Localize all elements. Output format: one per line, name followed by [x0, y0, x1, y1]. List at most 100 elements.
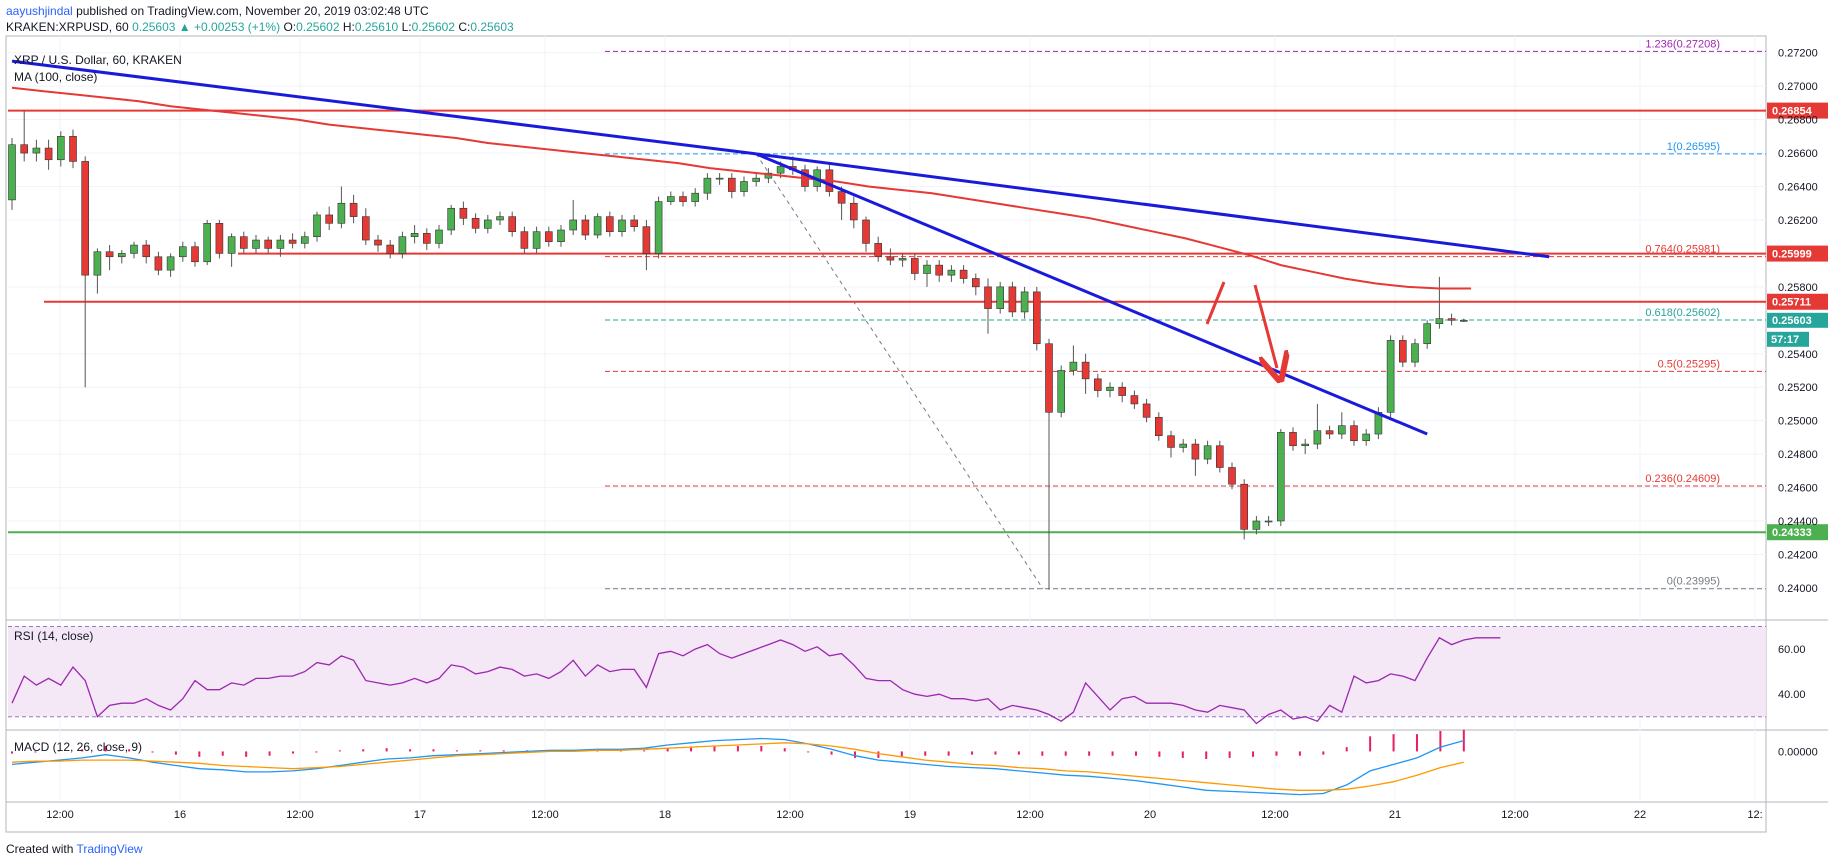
level-price-tag [1767, 293, 1828, 310]
time-tick-label: 19 [904, 809, 916, 821]
candle-body [544, 231, 553, 243]
candle-body [996, 286, 1005, 309]
macd-histogram-bar [1111, 751, 1114, 756]
fib-level-label: 0.5(0.25295) [1658, 358, 1720, 370]
macd-histogram-bar [690, 747, 693, 752]
close-value: 0.25603 [470, 20, 514, 34]
macd-histogram-bar [1017, 751, 1020, 755]
candle-body [1301, 443, 1309, 447]
candle-body [447, 207, 456, 231]
candle-body [56, 136, 65, 161]
price-tick-label: 0.25400 [1778, 349, 1818, 361]
countdown-label: 57:17 [1771, 334, 1799, 346]
macd-histogram-bar [643, 750, 646, 752]
time-tick-label: 12:00 [1016, 809, 1044, 821]
ma100-line [11, 86, 1472, 290]
signal-line [11, 742, 1464, 791]
trend-line [755, 152, 1428, 436]
candle-body [593, 216, 602, 236]
candle-body [1155, 417, 1163, 437]
candle-body [227, 236, 236, 254]
candle-body [569, 219, 578, 231]
macd-histogram-bar [174, 751, 177, 755]
candle-body [703, 177, 712, 194]
candle-body [837, 191, 846, 204]
macd-histogram-bar [666, 748, 669, 752]
candle-body [910, 258, 919, 274]
candle-body [410, 233, 419, 237]
candle-body [471, 217, 480, 229]
candle-body [947, 269, 956, 276]
candle-body [862, 219, 870, 244]
macd-histogram-bar [1064, 751, 1067, 756]
macd-histogram-bar [1134, 751, 1137, 756]
candle-body [642, 226, 651, 254]
candle-body [898, 258, 907, 261]
tradingview-logo-link[interactable]: TradingView [76, 842, 143, 856]
price-tick-label: 0.25200 [1778, 382, 1818, 394]
fib-level-label: 0.618(0.25602) [1645, 307, 1720, 319]
candle-body [8, 144, 16, 201]
macd-histogram-bar [151, 751, 154, 753]
macd-histogram-bar [947, 751, 950, 756]
candle-body [1313, 430, 1322, 445]
low-label: L: [401, 20, 412, 34]
candle-body [581, 219, 590, 236]
price-tick-label: 0.26600 [1778, 148, 1818, 160]
candle-body [666, 196, 675, 202]
candle-body [1094, 378, 1102, 391]
candle-body [20, 144, 29, 154]
macd-histogram-bar [1298, 751, 1301, 756]
candle-body [1130, 395, 1139, 405]
macd-histogram-bar [409, 749, 412, 752]
macd-histogram-bar [900, 751, 903, 757]
rsi-band [8, 626, 1766, 717]
macd-histogram-bar [57, 750, 60, 752]
candle-body [1277, 432, 1285, 522]
low-value: 0.25602 [411, 20, 455, 34]
macd-histogram-bar [1252, 751, 1255, 757]
macd-histogram-bar [853, 751, 856, 758]
candle-body [1240, 483, 1248, 530]
candle-body [1203, 445, 1212, 460]
candle-body [1386, 340, 1395, 413]
candle-body [874, 243, 883, 258]
candle-body [1350, 425, 1358, 442]
ticker-change: +0.00253 (+1%) [194, 20, 281, 34]
macd-histogram-bar [994, 751, 997, 755]
candle-body [1325, 430, 1334, 435]
time-tick-label: 12:00 [531, 809, 559, 821]
price-tick-label: 0.25000 [1778, 416, 1818, 428]
candle-body [203, 223, 211, 263]
candle-body [276, 239, 285, 249]
rsi-tick-label: 40.00 [1778, 689, 1806, 701]
fib-level-label: 0(0.23995) [1667, 576, 1720, 588]
author-link[interactable]: aayushjindal [6, 4, 73, 18]
candle-body [81, 161, 89, 276]
time-tick-label: 20 [1144, 809, 1156, 821]
macd-histogram-bar [502, 750, 505, 752]
candle-body [1057, 370, 1065, 413]
candle-body [532, 231, 541, 249]
candle-body [1399, 340, 1407, 363]
publish-info: published on TradingView.com, November 2… [76, 4, 429, 18]
macd-histogram-bar [1439, 730, 1442, 752]
macd-histogram-bar [830, 751, 833, 755]
price-tick-label: 0.24800 [1778, 449, 1818, 461]
price-tick-label: 0.26200 [1778, 215, 1818, 227]
macd-legend: MACD (12, 26, close, 9) [14, 740, 142, 754]
countdown-tag [1767, 331, 1809, 347]
created-with-label: Created with [6, 842, 74, 856]
candle-body [630, 219, 639, 227]
candle-body [1289, 432, 1297, 447]
candle-body [1411, 343, 1419, 363]
fib-level-label: 1.236(0.27208) [1645, 38, 1720, 50]
macd-histogram-bar [783, 748, 786, 752]
candle-body [118, 253, 126, 258]
macd-histogram-bar [1322, 751, 1325, 755]
candle-body [179, 246, 187, 258]
ticker-up-arrow-icon: ▲ [178, 20, 191, 34]
level-price-tag [1767, 245, 1828, 262]
candle-body [288, 239, 297, 244]
